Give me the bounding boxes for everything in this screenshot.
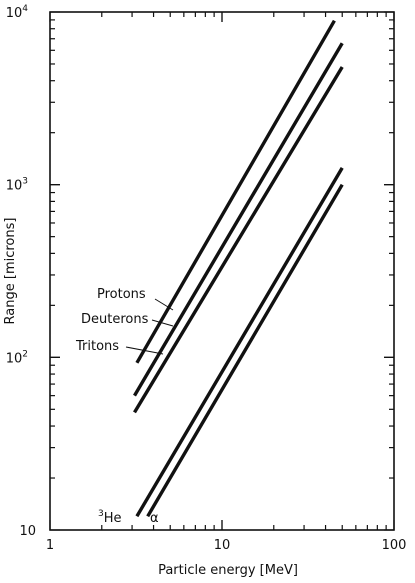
series-line-3	[135, 167, 344, 518]
he3-superscript: 3	[98, 509, 104, 519]
y-axis-label: Range [microns]	[3, 218, 18, 325]
axis-ticks	[49, 11, 395, 531]
series-label-tritons: Tritons	[75, 339, 119, 354]
series-label-deuterons: Deuterons	[81, 312, 149, 327]
plot-frame	[49, 11, 395, 531]
y-tick-label: 102	[6, 349, 28, 366]
series-label-he3: 3He	[98, 509, 122, 526]
y-tick-label: 10	[19, 524, 36, 539]
y-tick-label: 104	[6, 4, 29, 21]
series-line-2	[133, 66, 344, 414]
series-line-1	[133, 42, 344, 397]
leader-protons	[154, 298, 174, 311]
data-series	[133, 19, 344, 518]
series-label-alpha: α	[150, 511, 159, 526]
series-line-0	[135, 19, 336, 364]
leader-tritons	[125, 346, 164, 355]
series-line-4	[146, 183, 344, 518]
x-tick-label: 10	[214, 538, 231, 553]
y-tick-label: 103	[6, 177, 28, 194]
x-tick-label: 100	[382, 538, 407, 553]
axis-tick-labels: 1 10 100 10 102 103 104	[6, 4, 407, 553]
series-label-protons: Protons	[97, 287, 146, 302]
he3-symbol: He	[104, 511, 122, 526]
x-axis-label: Particle energy [MeV]	[158, 563, 298, 578]
leader-deuterons	[151, 319, 174, 327]
x-tick-label: 1	[46, 538, 54, 553]
